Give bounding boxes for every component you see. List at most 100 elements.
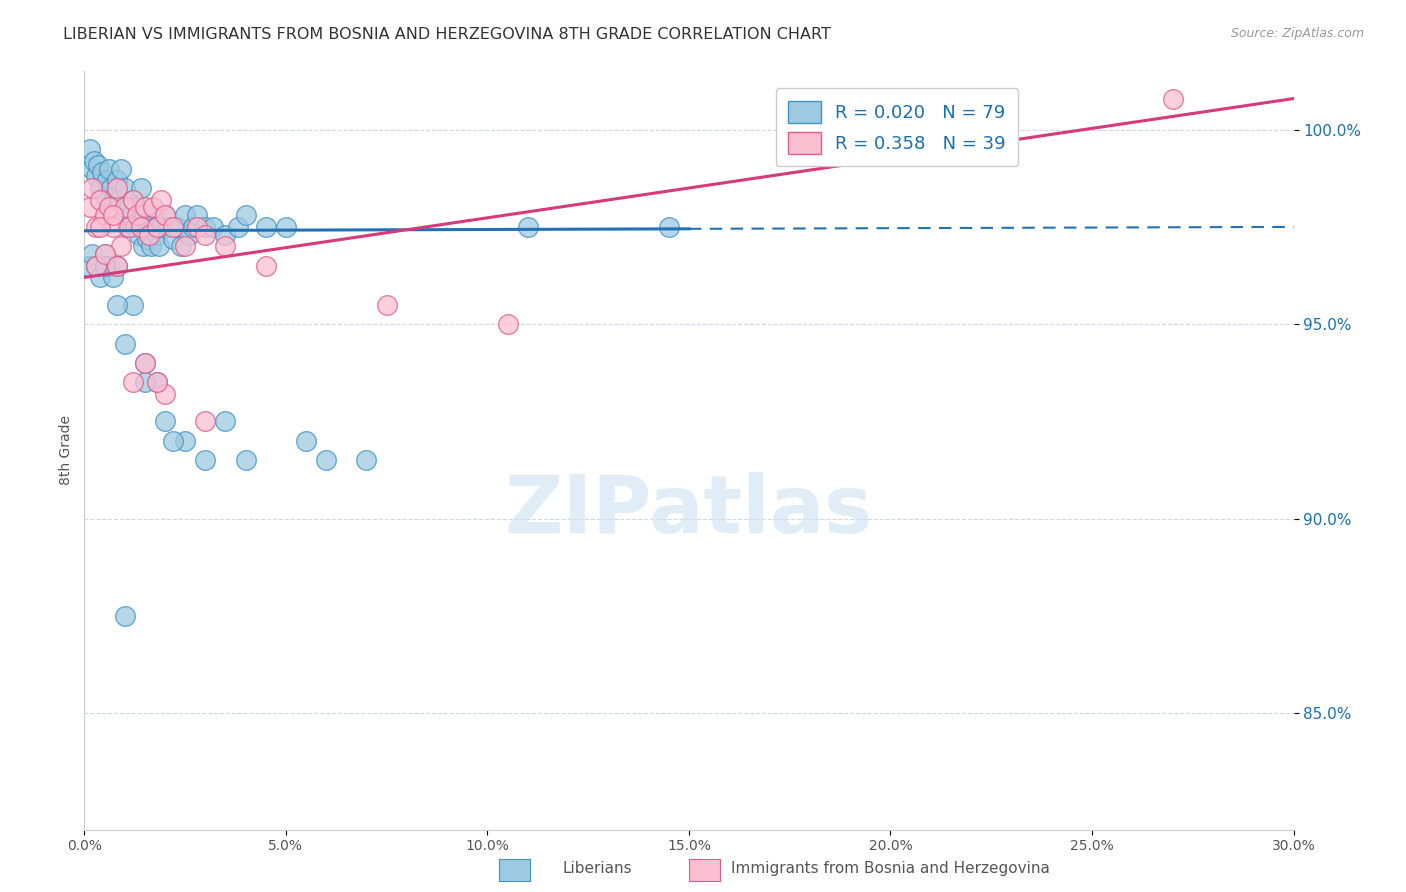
Point xyxy=(124,219,146,234)
Point xyxy=(1161,92,1184,106)
Point xyxy=(105,259,128,273)
Point xyxy=(77,259,100,273)
Point xyxy=(101,219,124,234)
Point xyxy=(114,336,136,351)
Point xyxy=(89,219,111,234)
Point xyxy=(107,193,129,207)
Point xyxy=(146,376,169,390)
Point xyxy=(170,239,193,253)
Point xyxy=(93,208,115,222)
Point xyxy=(194,453,217,467)
Point xyxy=(86,219,108,234)
Point xyxy=(105,173,128,187)
Point xyxy=(142,201,165,215)
Point xyxy=(214,414,236,428)
Point xyxy=(132,239,155,253)
Point xyxy=(138,219,160,234)
Point xyxy=(114,181,136,195)
Point xyxy=(138,227,160,242)
Point xyxy=(86,259,108,273)
Point xyxy=(105,298,128,312)
Point xyxy=(375,298,398,312)
Point xyxy=(162,231,184,245)
Point xyxy=(146,376,169,390)
Point xyxy=(87,158,110,172)
Point xyxy=(129,181,152,195)
Point xyxy=(93,247,115,261)
Point xyxy=(153,208,176,222)
Point xyxy=(194,219,217,234)
Point xyxy=(125,201,148,215)
Legend: R = 0.020   N = 79, R = 0.358   N = 39: R = 0.020 N = 79, R = 0.358 N = 39 xyxy=(776,88,1018,166)
Point xyxy=(214,239,236,253)
Point xyxy=(128,227,150,242)
Point xyxy=(143,219,166,234)
Point xyxy=(101,201,124,215)
Point xyxy=(186,208,208,222)
Text: LIBERIAN VS IMMIGRANTS FROM BOSNIA AND HERZEGOVINA 8TH GRADE CORRELATION CHART: LIBERIAN VS IMMIGRANTS FROM BOSNIA AND H… xyxy=(63,27,831,42)
Point xyxy=(226,219,249,234)
Point xyxy=(96,173,118,187)
Point xyxy=(658,219,681,234)
Point xyxy=(162,219,184,234)
Point xyxy=(146,227,169,242)
Point xyxy=(139,239,162,253)
Point xyxy=(174,239,197,253)
Point xyxy=(134,201,156,215)
Point xyxy=(104,188,127,202)
Point xyxy=(315,453,337,467)
Point xyxy=(254,219,277,234)
Point xyxy=(496,317,519,331)
Point xyxy=(82,181,104,195)
Point xyxy=(134,356,156,370)
Point xyxy=(146,219,169,234)
Point xyxy=(181,219,204,234)
Point xyxy=(105,259,128,273)
Point xyxy=(134,376,156,390)
Point xyxy=(157,219,180,234)
Point xyxy=(111,208,134,222)
Point xyxy=(118,201,141,215)
Point xyxy=(120,208,142,222)
Point xyxy=(82,161,104,176)
Point xyxy=(214,227,236,242)
Point xyxy=(79,201,101,215)
Point xyxy=(110,239,132,253)
Text: Liberians: Liberians xyxy=(562,861,633,876)
Point xyxy=(118,219,141,234)
Point xyxy=(82,247,104,261)
Point xyxy=(186,219,208,234)
Point xyxy=(356,453,378,467)
Point xyxy=(149,193,172,207)
Point xyxy=(149,219,172,234)
Point xyxy=(89,181,111,195)
Point xyxy=(135,231,157,245)
Text: ZIPatlas: ZIPatlas xyxy=(505,472,873,550)
Point xyxy=(100,181,122,195)
Point xyxy=(162,434,184,448)
Point xyxy=(153,387,176,401)
Point xyxy=(97,161,120,176)
Point xyxy=(101,208,124,222)
Point xyxy=(142,208,165,222)
Point xyxy=(235,208,257,222)
Point xyxy=(86,259,108,273)
Point xyxy=(129,219,152,234)
Point xyxy=(91,165,114,179)
Y-axis label: 8th Grade: 8th Grade xyxy=(59,416,73,485)
Point xyxy=(121,376,143,390)
Point xyxy=(110,161,132,176)
Point xyxy=(86,169,108,184)
Point xyxy=(114,201,136,215)
Point xyxy=(235,453,257,467)
Point xyxy=(153,208,176,222)
Point xyxy=(121,193,143,207)
Point xyxy=(114,608,136,623)
Point xyxy=(89,270,111,285)
Point xyxy=(115,219,138,234)
Point xyxy=(174,208,197,222)
Point xyxy=(89,193,111,207)
Point xyxy=(153,414,176,428)
Point xyxy=(134,356,156,370)
Point xyxy=(194,414,217,428)
